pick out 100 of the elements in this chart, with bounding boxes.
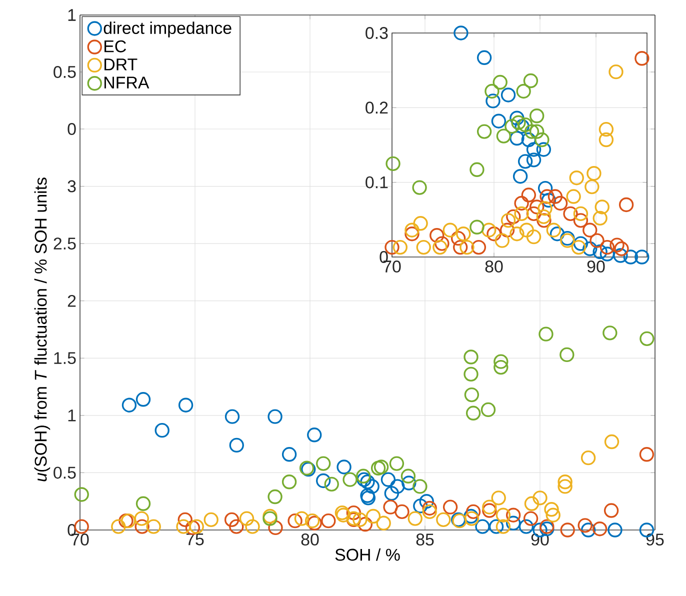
point bbox=[511, 115, 526, 130]
point bbox=[494, 354, 508, 369]
point bbox=[514, 206, 529, 222]
point bbox=[480, 402, 496, 418]
point bbox=[134, 511, 149, 526]
point bbox=[470, 162, 484, 177]
point bbox=[146, 519, 161, 534]
point bbox=[384, 486, 399, 501]
point bbox=[456, 226, 471, 242]
point bbox=[364, 479, 380, 494]
y-tick-label: 1 bbox=[68, 410, 76, 422]
point bbox=[356, 472, 372, 487]
point bbox=[268, 520, 283, 536]
point bbox=[74, 487, 89, 502]
point bbox=[136, 392, 151, 407]
point bbox=[366, 508, 381, 524]
point bbox=[376, 516, 391, 530]
point bbox=[560, 347, 574, 362]
point bbox=[573, 236, 588, 251]
point bbox=[189, 519, 204, 534]
point bbox=[496, 128, 512, 144]
point bbox=[558, 474, 572, 490]
point bbox=[529, 124, 544, 139]
point bbox=[492, 74, 508, 90]
point bbox=[524, 124, 540, 139]
point bbox=[634, 250, 650, 264]
point bbox=[524, 496, 540, 511]
point bbox=[475, 519, 490, 534]
point bbox=[442, 222, 458, 238]
point bbox=[178, 512, 192, 528]
point bbox=[584, 179, 600, 194]
point bbox=[413, 498, 428, 514]
point bbox=[608, 522, 622, 538]
y-tick-label: 0.1 bbox=[366, 176, 388, 188]
point bbox=[404, 226, 420, 242]
point bbox=[504, 118, 520, 134]
legend-label: NFRA bbox=[104, 76, 150, 88]
point bbox=[600, 246, 615, 262]
point bbox=[307, 428, 322, 442]
point bbox=[613, 248, 628, 263]
point bbox=[454, 26, 468, 40]
point bbox=[386, 156, 400, 172]
point bbox=[229, 519, 244, 534]
point bbox=[389, 456, 404, 471]
point bbox=[536, 209, 552, 224]
point bbox=[546, 508, 560, 522]
point bbox=[534, 132, 550, 148]
point bbox=[529, 200, 544, 214]
point bbox=[346, 505, 362, 520]
point bbox=[268, 489, 282, 504]
point bbox=[412, 180, 427, 195]
point bbox=[560, 522, 575, 538]
point bbox=[592, 210, 608, 226]
point bbox=[563, 206, 578, 222]
point bbox=[392, 240, 408, 255]
point bbox=[546, 222, 562, 238]
point bbox=[536, 213, 552, 228]
point bbox=[506, 516, 521, 530]
point bbox=[523, 511, 538, 526]
x-tick-label: 95 bbox=[646, 534, 664, 546]
point bbox=[178, 398, 194, 412]
point bbox=[586, 166, 602, 181]
point bbox=[582, 222, 598, 238]
point bbox=[466, 504, 481, 520]
point bbox=[419, 494, 434, 509]
point bbox=[640, 331, 654, 346]
point bbox=[634, 51, 650, 66]
point bbox=[514, 118, 530, 134]
point bbox=[523, 73, 538, 88]
point bbox=[402, 476, 416, 490]
point bbox=[476, 50, 492, 65]
point bbox=[518, 117, 533, 132]
point bbox=[526, 206, 542, 222]
y-tick-label: 0.3 bbox=[366, 26, 388, 39]
point bbox=[592, 522, 608, 536]
point bbox=[516, 84, 531, 99]
point bbox=[460, 240, 474, 255]
point bbox=[541, 192, 556, 208]
point bbox=[571, 240, 586, 255]
point bbox=[510, 110, 524, 126]
point bbox=[598, 122, 614, 137]
y-axis-title: u(SOH) from T fluctuation / % SOH units bbox=[34, 178, 50, 482]
point bbox=[548, 189, 563, 204]
point bbox=[569, 170, 584, 186]
point bbox=[594, 200, 610, 214]
point bbox=[432, 240, 448, 255]
point bbox=[526, 152, 542, 168]
point bbox=[486, 94, 500, 108]
point bbox=[294, 511, 310, 526]
point bbox=[370, 460, 386, 476]
x-axis-title: SOH / % bbox=[335, 548, 400, 561]
point bbox=[532, 490, 548, 506]
x-tick-label: 80 bbox=[485, 260, 503, 273]
point bbox=[464, 366, 478, 382]
point bbox=[316, 456, 331, 471]
point bbox=[224, 409, 240, 424]
point bbox=[538, 180, 553, 196]
point bbox=[464, 387, 480, 402]
point bbox=[464, 350, 478, 364]
point bbox=[558, 479, 572, 494]
